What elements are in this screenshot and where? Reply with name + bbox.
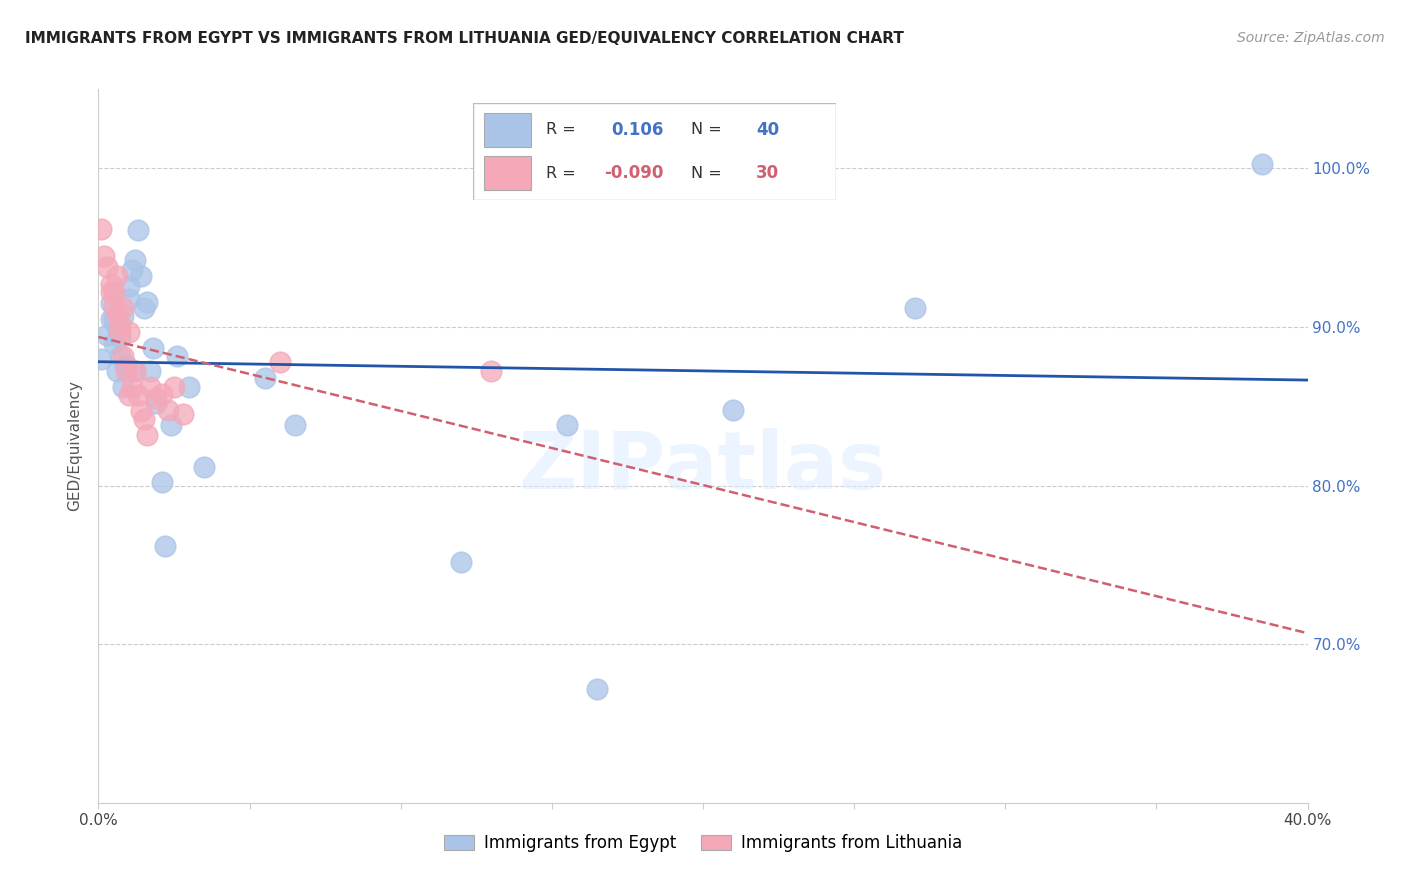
Point [111,380,134,394]
Y-axis label: GED/Equivalency: GED/Equivalency [66,381,82,511]
Point [135,428,157,442]
Point [118,292,141,306]
Point [121,380,143,394]
Legend: Immigrants from Egypt, Immigrants from Lithuania: Immigrants from Egypt, Immigrants from L… [437,828,969,859]
Point [108,349,131,363]
Point [114,359,136,374]
Point [150,386,173,401]
Text: IMMIGRANTS FROM EGYPT VS IMMIGRANTS FROM LITHUANIA GED/EQUIVALENCY CORRELATION C: IMMIGRANTS FROM EGYPT VS IMMIGRANTS FROM… [25,31,904,46]
Point [160,418,183,433]
Point [124,364,146,378]
Point [103,300,125,314]
Point [103,285,125,300]
Point [105,269,128,284]
Point [135,294,157,309]
Point [450,555,472,569]
Point [108,329,131,343]
Point [105,320,128,334]
Point [142,341,165,355]
Point [150,475,173,490]
Point [124,364,146,378]
Point [93,249,115,263]
Point [166,349,188,363]
Text: ZIPatlas: ZIPatlas [519,428,887,507]
Point [172,407,194,421]
Point [153,539,176,553]
Point [284,418,307,433]
Point [103,312,125,326]
Point [100,277,122,292]
Point [193,459,215,474]
Point [481,364,503,378]
Point [114,358,136,372]
Point [100,296,122,310]
Point [118,278,141,293]
Point [118,325,141,339]
Point [121,263,143,277]
Point [114,364,136,378]
Point [96,260,118,274]
Text: Source: ZipAtlas.com: Source: ZipAtlas.com [1237,31,1385,45]
Point [156,402,179,417]
Point [139,380,162,394]
Point [139,364,162,378]
Point [145,392,167,406]
Point [96,328,118,343]
Point [269,355,291,369]
Point [145,396,167,410]
Point [90,351,112,366]
Point [105,307,128,321]
Point [904,301,927,315]
Point [108,325,131,339]
Point [253,371,276,385]
Point [90,221,112,235]
Point [179,380,201,394]
Point [100,312,122,326]
Point [129,404,152,418]
Point [100,285,122,300]
Point [129,269,152,284]
Point [118,388,141,402]
Point [163,380,186,394]
Point [111,349,134,363]
Point [111,301,134,315]
Point [127,388,149,402]
Point [103,335,125,350]
Point [127,223,149,237]
Point [132,301,155,315]
Point [111,309,134,323]
Point [132,412,155,426]
Point [586,681,609,696]
Point [723,402,745,417]
Point [555,418,578,433]
Point [105,364,128,378]
Point [108,317,131,331]
Point [124,253,146,268]
Point [1251,157,1274,171]
